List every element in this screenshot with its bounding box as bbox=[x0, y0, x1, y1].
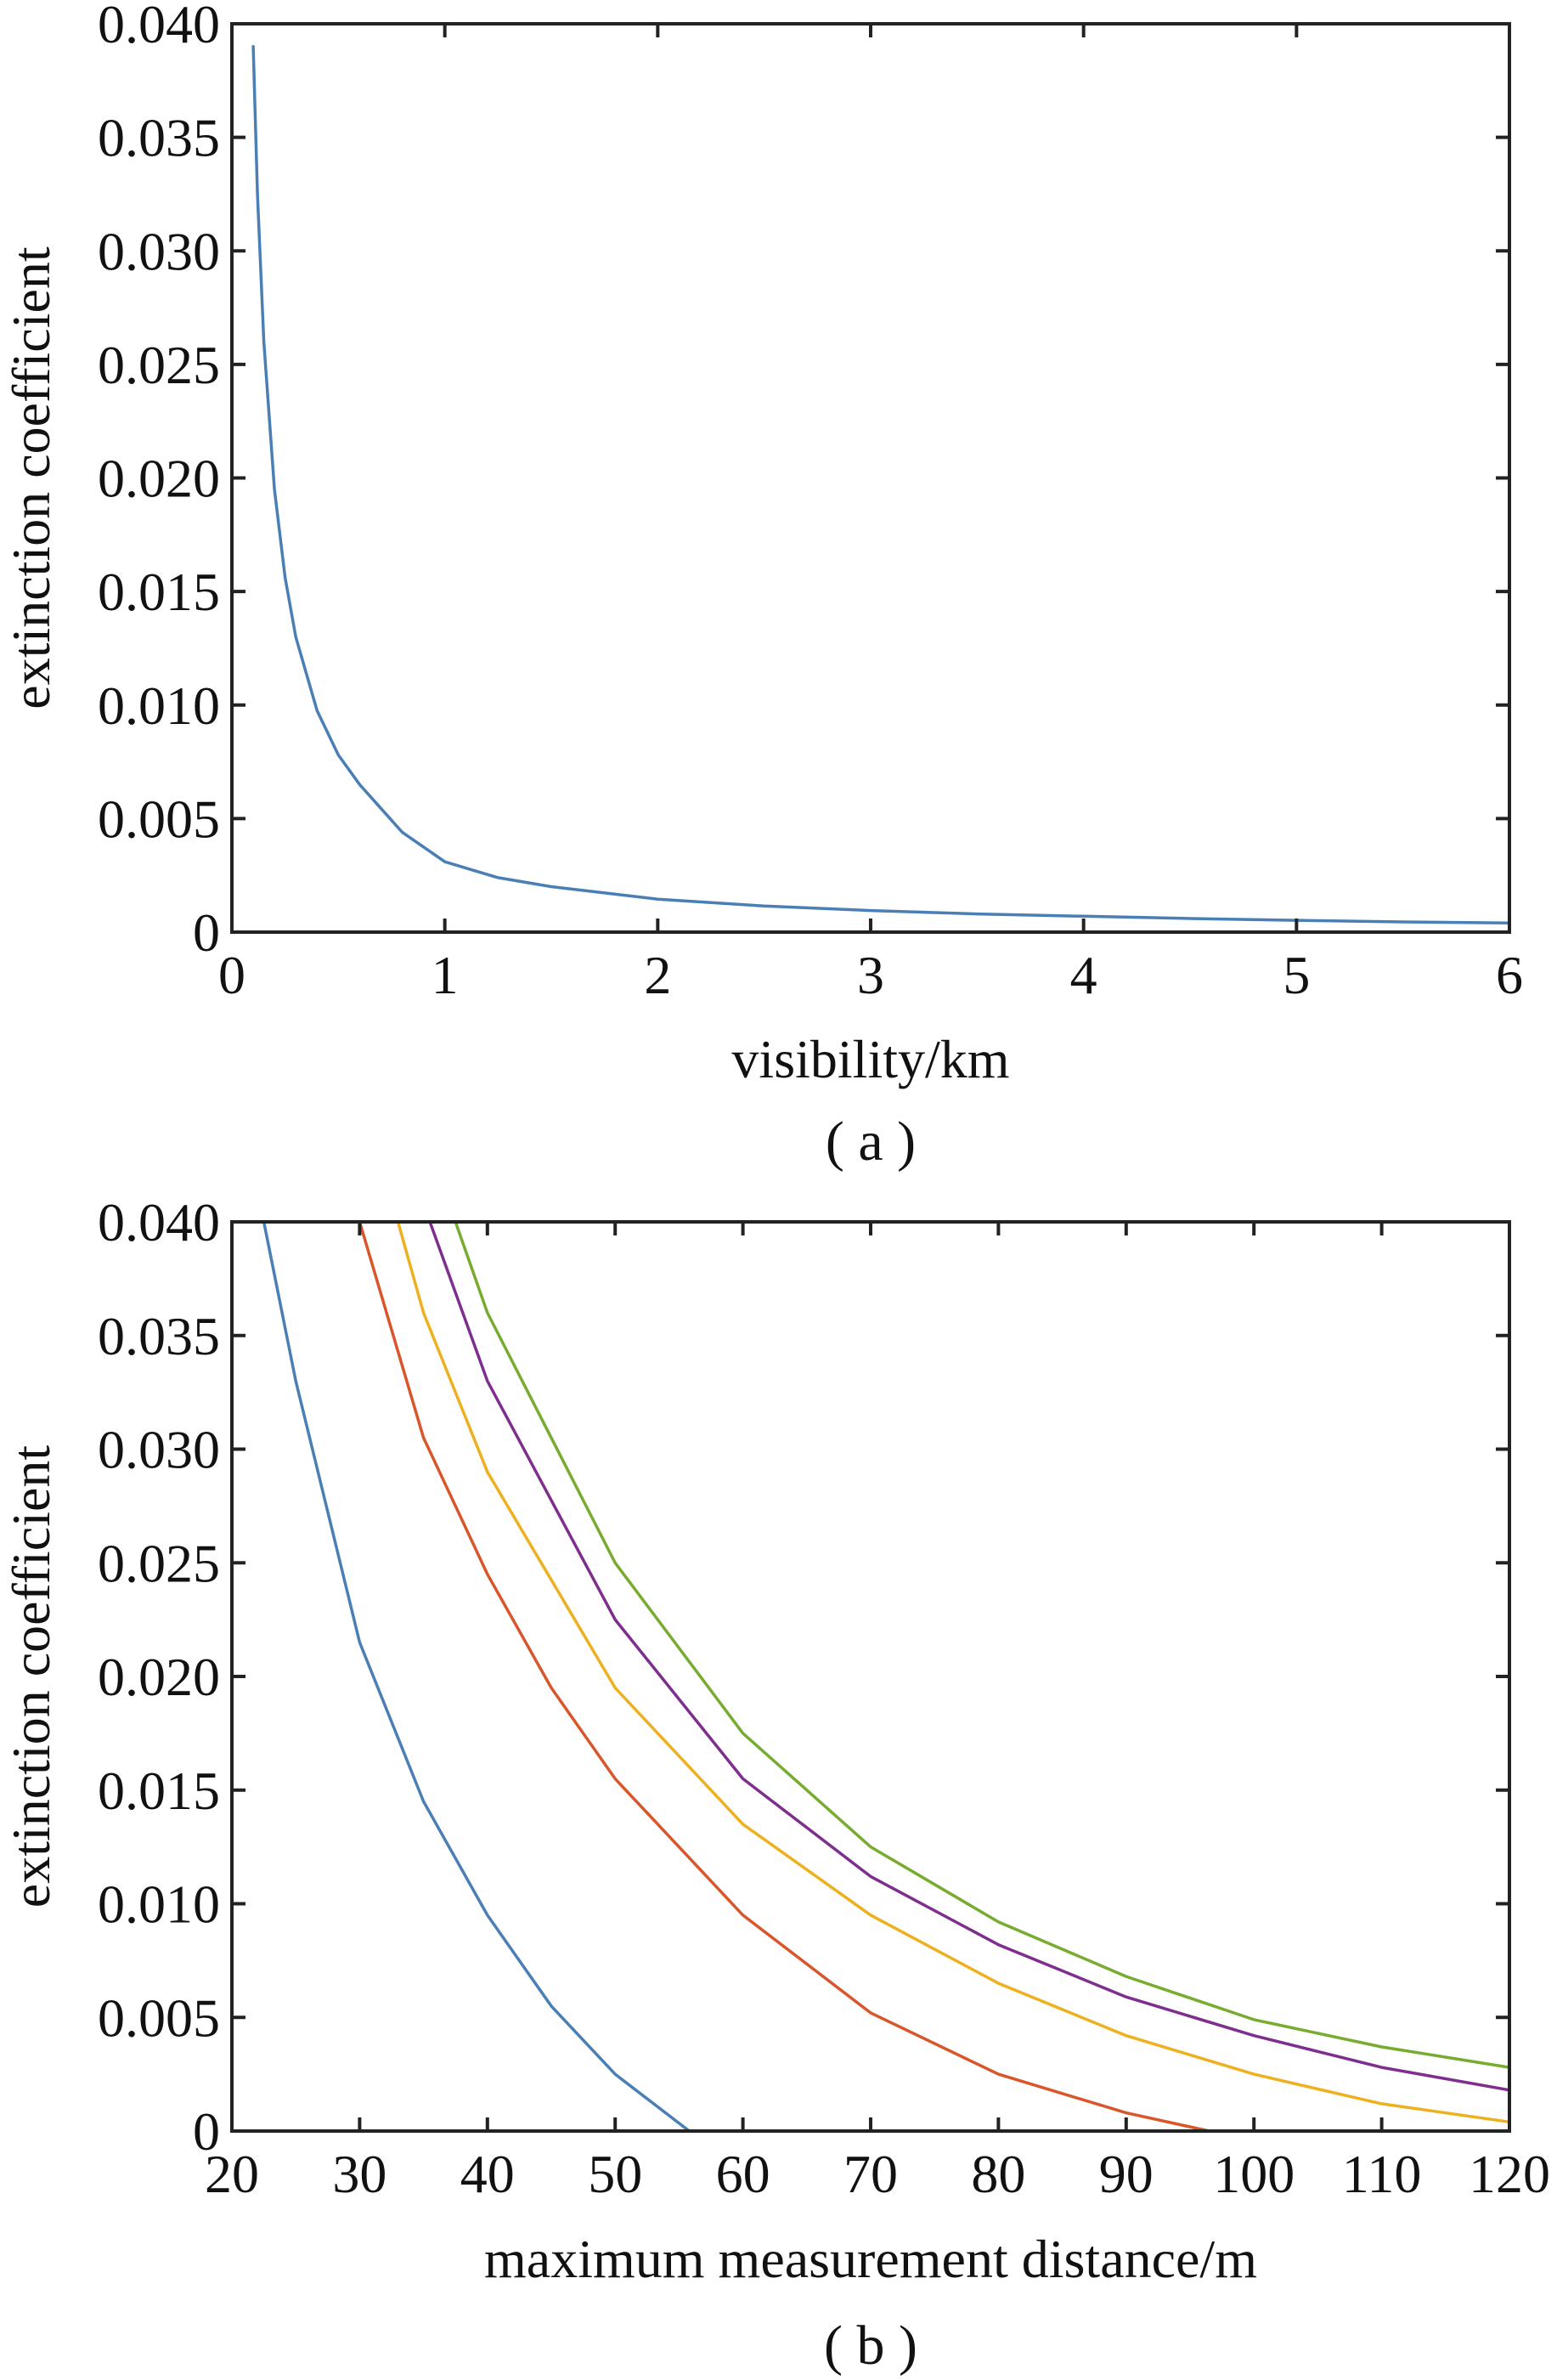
chart-b-x-tick-label: 90 bbox=[1099, 2144, 1154, 2204]
chart-a-y-tick-label: 0.035 bbox=[98, 108, 220, 168]
chart-a-y-axis-label: extinction coefficient bbox=[1, 246, 61, 709]
chart-a-y-tick-label: 0.020 bbox=[98, 449, 220, 509]
chart-b-series-4-line bbox=[428, 1220, 1511, 2092]
chart-a-y-tick-label: 0.025 bbox=[98, 335, 220, 395]
chart-b-series-5-line bbox=[454, 1220, 1511, 2069]
chart-a-y-tick-label: 0.040 bbox=[98, 0, 220, 54]
chart-b-y-tick-label: 0.005 bbox=[98, 1987, 220, 2048]
chart-a-x-tick-label: 4 bbox=[1070, 945, 1097, 1005]
chart-a-x-tick-label: 2 bbox=[644, 945, 671, 1005]
chart-a: 0 1 2 3 4 5 6 0 0.005 0.010 0.015 0.020 0.025 0.030 0.… bbox=[1, 0, 1523, 1173]
chart-a-x-tick-label: 6 bbox=[1496, 945, 1523, 1005]
chart-b-frame bbox=[230, 1220, 1511, 2133]
chart-a-series-1-line bbox=[251, 44, 1511, 925]
chart-b-x-tick-label: 50 bbox=[588, 2144, 642, 2204]
chart-b-caption: ( b ) bbox=[824, 2315, 917, 2377]
chart-b-x-axis-label: maximum measurement distance/m bbox=[484, 2229, 1257, 2289]
chart-b-x-tick-label: 20 bbox=[205, 2144, 259, 2204]
chart-a-y-tick-label: 0 bbox=[193, 902, 220, 963]
chart-a-y-tick-label: 0.030 bbox=[98, 221, 220, 281]
chart-b-series-1-line bbox=[262, 1220, 691, 2133]
chart-a-y-tick-label: 0.005 bbox=[98, 789, 220, 849]
chart-b-x-tick-label: 70 bbox=[843, 2144, 898, 2204]
chart-b-series-3-line bbox=[396, 1220, 1511, 2124]
chart-a-y-tick-label: 0.010 bbox=[98, 676, 220, 736]
chart-b-x-tick-label: 30 bbox=[332, 2144, 386, 2204]
chart-a-frame bbox=[230, 22, 1511, 934]
chart-a-x-tick-label: 3 bbox=[857, 945, 884, 1005]
chart-b-x-tick-label: 100 bbox=[1213, 2144, 1295, 2204]
chart-a-x-axis-label: visibility/km bbox=[731, 1029, 1009, 1089]
chart-b-y-tick-label: 0.040 bbox=[98, 1192, 220, 1252]
chart-b-x-tick-label: 40 bbox=[460, 2144, 515, 2204]
chart-a-x-tick-label: 5 bbox=[1283, 945, 1310, 1005]
chart-b-y-tick-label: 0 bbox=[193, 2101, 220, 2162]
chart-b-x-tick-label: 80 bbox=[971, 2144, 1025, 2204]
chart-a-x-tick-label: 1 bbox=[432, 945, 459, 1005]
chart-b-x-tick-label: 110 bbox=[1342, 2144, 1422, 2204]
chart-a-caption: ( a ) bbox=[826, 1111, 916, 1173]
chart-b-y-tick-label: 0.025 bbox=[98, 1533, 220, 1593]
chart-a-x-tick-label: 0 bbox=[218, 945, 245, 1005]
chart-a-y-tick-label: 0.015 bbox=[98, 562, 220, 622]
chart-b-y-tick-label: 0.010 bbox=[98, 1874, 220, 1935]
chart-b-y-axis-label: extinction coefficient bbox=[1, 1445, 61, 1908]
chart-b-y-tick-label: 0.020 bbox=[98, 1647, 220, 1707]
chart-b-y-tick-label: 0.015 bbox=[98, 1761, 220, 1821]
chart-b-series-2-line bbox=[358, 1220, 1211, 2133]
chart-b-y-tick-label: 0.030 bbox=[98, 1420, 220, 1480]
chart-b: 20 30 40 50 60 70 80 90 100 110 120 0 0.005 0.010 0.01… bbox=[1, 1192, 1550, 2377]
chart-b-y-tick-label: 0.035 bbox=[98, 1306, 220, 1366]
chart-b-x-tick-label: 120 bbox=[1469, 2144, 1550, 2204]
chart-b-x-tick-label: 60 bbox=[716, 2144, 770, 2204]
